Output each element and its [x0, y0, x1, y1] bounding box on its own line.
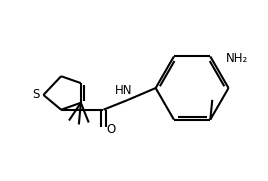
- Text: NH₂: NH₂: [226, 52, 248, 65]
- Text: O: O: [107, 123, 116, 136]
- Text: S: S: [32, 89, 39, 101]
- Text: HN: HN: [114, 85, 132, 98]
